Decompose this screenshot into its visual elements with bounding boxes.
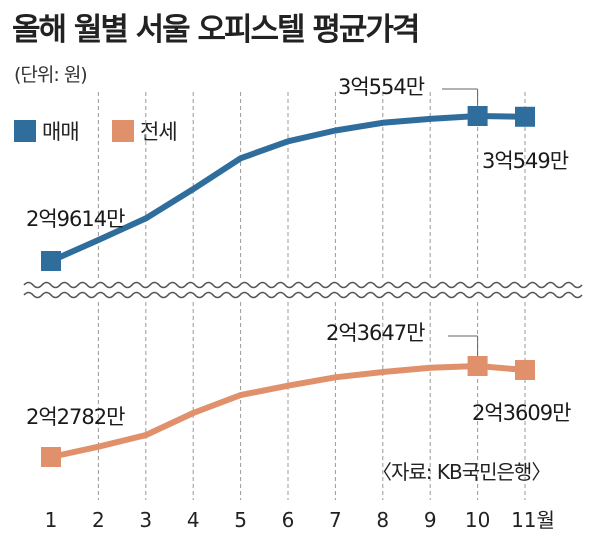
chart-title: 올해 월별 서울 오피스텔 평균가격 [12, 12, 420, 48]
legend-item-sale: 매매 [14, 116, 80, 146]
x-tick-label: 7 [329, 508, 342, 532]
data-label: 2억3647만 [326, 321, 425, 345]
legend-swatch-sale [14, 120, 36, 142]
data-point-marker [515, 359, 535, 380]
x-tick-label: 1 [45, 508, 58, 532]
x-tick-label: 8 [376, 508, 389, 532]
data-label: 3억554만 [338, 75, 425, 99]
source-note: 〈자료: KB국민은행〉 [372, 460, 551, 484]
x-tick-label: 6 [282, 508, 295, 532]
axis-break-line [23, 291, 583, 299]
x-tick-label: 2 [92, 508, 105, 532]
data-point-marker [515, 106, 535, 127]
x-tick-label: 10 [465, 508, 490, 532]
series-line-jeonse [48, 363, 528, 460]
data-point-marker [467, 106, 488, 126]
data-label: 2억9614만 [26, 207, 125, 231]
x-tick-label: 4 [187, 508, 200, 532]
data-label: 3억549만 [482, 149, 569, 173]
series-line-sale [48, 113, 528, 264]
x-tick-label: 5 [234, 508, 247, 532]
x-tick-label: 11월 [511, 508, 555, 532]
data-point-marker [41, 251, 61, 271]
data-point-marker [467, 356, 488, 376]
x-tick-label: 3 [139, 508, 152, 532]
legend-label-sale: 매매 [42, 120, 80, 144]
axis-break-line [23, 281, 583, 289]
x-tick-label: 9 [424, 508, 437, 532]
data-label: 2억3609만 [472, 401, 571, 425]
legend-swatch-jeonse [112, 120, 134, 142]
data-label: 2억2782만 [26, 405, 125, 429]
unit-note: (단위: 원) [14, 64, 88, 86]
data-point-marker [41, 447, 61, 467]
